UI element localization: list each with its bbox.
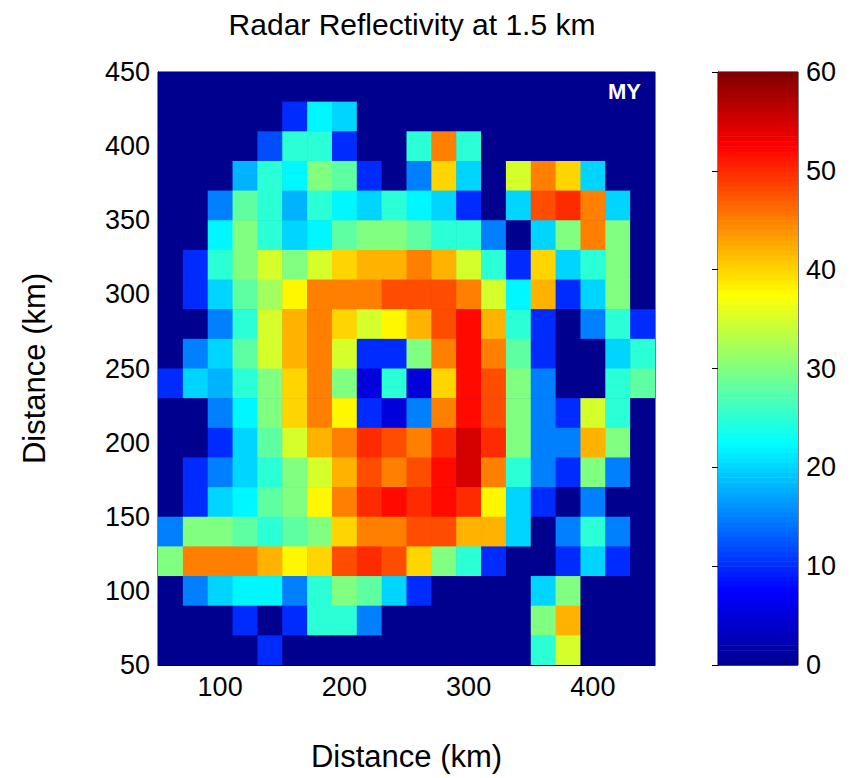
svg-text:MY: MY [608,79,641,104]
svg-text:100: 100 [198,672,243,702]
svg-text:350: 350 [105,205,150,235]
svg-text:Distance (km): Distance (km) [311,739,502,774]
svg-text:400: 400 [570,672,615,702]
svg-text:Radar Reflectivity at 1.5 km: Radar Reflectivity at 1.5 km [229,8,596,41]
svg-text:50: 50 [120,650,150,680]
svg-text:150: 150 [105,502,150,532]
svg-text:0: 0 [806,650,821,680]
svg-text:450: 450 [105,57,150,87]
svg-text:20: 20 [806,452,836,482]
svg-text:60: 60 [806,57,836,87]
svg-text:400: 400 [105,131,150,161]
svg-text:30: 30 [806,354,836,384]
svg-text:300: 300 [446,672,491,702]
svg-text:10: 10 [806,551,836,581]
svg-text:200: 200 [322,672,367,702]
svg-text:250: 250 [105,354,150,384]
svg-text:100: 100 [105,576,150,606]
svg-text:50: 50 [806,156,836,186]
svg-text:Distance (km): Distance (km) [17,273,52,464]
svg-text:40: 40 [806,255,836,285]
svg-text:200: 200 [105,428,150,458]
svg-text:300: 300 [105,279,150,309]
